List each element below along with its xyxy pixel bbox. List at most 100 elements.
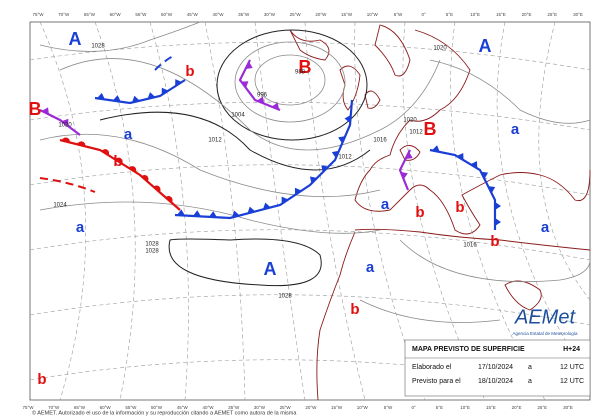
longitude-label: 25°E [547, 12, 557, 17]
longitude-label: 20°W [305, 405, 317, 410]
longitude-label: 5°E [436, 405, 443, 410]
pressure-center: B [29, 99, 42, 119]
longitude-label: 20°W [315, 12, 327, 17]
longitude-label: 45°W [177, 405, 189, 410]
info-title: MAPA PREVISTO DE SUPERFICIE [412, 346, 525, 353]
longitude-label: 75°W [22, 405, 34, 410]
info-cell: Previsto para el [412, 378, 461, 385]
longitude-label: 5°E [446, 12, 453, 17]
longitude-label: 55°W [135, 12, 147, 17]
longitude-label: 30°E [573, 12, 583, 17]
pressure-center: b [113, 153, 122, 170]
longitude-label: 15°W [331, 405, 343, 410]
front-symbol [131, 95, 140, 103]
front-symbol [480, 171, 489, 179]
front-symbol [165, 196, 173, 203]
isobar-label: 988 [295, 70, 306, 76]
info-cell: 12 UTC [560, 378, 584, 385]
front-symbol [176, 209, 185, 216]
front-symbol [128, 166, 137, 173]
info-cell: a [528, 378, 532, 385]
longitude-label: 70°W [58, 12, 70, 17]
pressure-center: a [124, 126, 133, 143]
longitude-label: 25°W [280, 405, 292, 410]
longitude-label: 30°W [254, 405, 266, 410]
front-symbol [262, 202, 271, 210]
pressure-center: a [381, 196, 390, 213]
pressure-center: b [37, 371, 46, 388]
longitude-label: 65°W [84, 12, 96, 17]
cold-front [174, 99, 354, 220]
longitude-label: 25°E [537, 405, 547, 410]
logo-name: AEMet [514, 306, 576, 328]
map-labels: 75°W 75°W 70°W 70°W 65°W 65°W 60°W 60°W 55°W 55°W… [22, 12, 582, 410]
isobar-label: 1012 [409, 130, 423, 136]
isobar-label: 1024 [53, 203, 67, 209]
longitude-label: 20°E [512, 405, 522, 410]
longitude-label: 75°W [32, 12, 44, 17]
longitude-label: 5°W [394, 12, 403, 17]
front-symbol [61, 118, 69, 126]
longitude-label: 15°E [496, 12, 506, 17]
longitude-label: 30°E [563, 405, 573, 410]
info-box [404, 339, 591, 397]
pressure-center: b [490, 233, 499, 250]
occluded-front [39, 109, 81, 136]
isobar-label: 1028 [91, 44, 105, 50]
front-symbol [488, 186, 496, 194]
front-symbol [405, 151, 413, 159]
front-symbol [241, 81, 249, 88]
longitude-label: 15°E [486, 405, 496, 410]
isobar-label: 996 [257, 93, 268, 99]
copyright: © AEMET. Autorizado el uso de la informa… [32, 409, 297, 416]
longitude-label: 10°W [367, 12, 379, 17]
longitude-label: 50°W [161, 12, 173, 17]
isobars [39, 21, 591, 323]
dashed-front [39, 177, 96, 193]
front-symbol [331, 150, 339, 159]
longitude-label: 60°W [110, 12, 122, 17]
isobar-label: 1028 [145, 249, 159, 255]
front-symbol [115, 157, 123, 164]
isobar-label: 1028 [145, 242, 159, 248]
front-symbol [141, 174, 149, 182]
pressure-center: a [541, 219, 550, 236]
dashed-front [154, 54, 176, 71]
longitude-label: 35°W [238, 12, 250, 17]
longitude-label: 0° [422, 12, 427, 17]
pressure-center: b [185, 63, 194, 80]
isobar-label: 1020 [433, 46, 447, 52]
front-symbol [41, 107, 49, 115]
pressure-center: b [415, 204, 424, 221]
longitude-label: 30°W [264, 12, 276, 17]
isobar-label: 1012 [338, 155, 352, 161]
longitude-label: 40°W [202, 405, 214, 410]
front-symbol [470, 161, 478, 169]
front-symbol [456, 152, 464, 161]
front-symbol [256, 96, 265, 104]
isobar-label: 1012 [208, 138, 222, 144]
front-symbol [294, 187, 302, 196]
front-symbol [208, 211, 217, 218]
info-horizon: H+24 [563, 346, 580, 353]
pressure-center: a [76, 219, 85, 236]
front-symbol [153, 185, 161, 193]
front-symbol [96, 92, 105, 100]
front-symbol [321, 165, 329, 173]
isobar-label: 1020 [58, 123, 72, 129]
front-symbol [147, 92, 156, 99]
longitude-label: 20°E [522, 12, 532, 17]
longitude-label: 5°W [384, 405, 393, 410]
longitude-label: 10°E [460, 405, 470, 410]
front-symbol [310, 176, 318, 184]
front-symbol [77, 141, 86, 147]
info-cell: 12 UTC [560, 364, 584, 371]
occluded-front [398, 149, 411, 191]
longitude-label: 15°W [341, 12, 353, 17]
front-symbol [281, 196, 289, 204]
front-symbol [271, 102, 280, 110]
info-cell: 17/10/2024 [478, 364, 513, 371]
isobar-label: 1028 [278, 294, 292, 300]
